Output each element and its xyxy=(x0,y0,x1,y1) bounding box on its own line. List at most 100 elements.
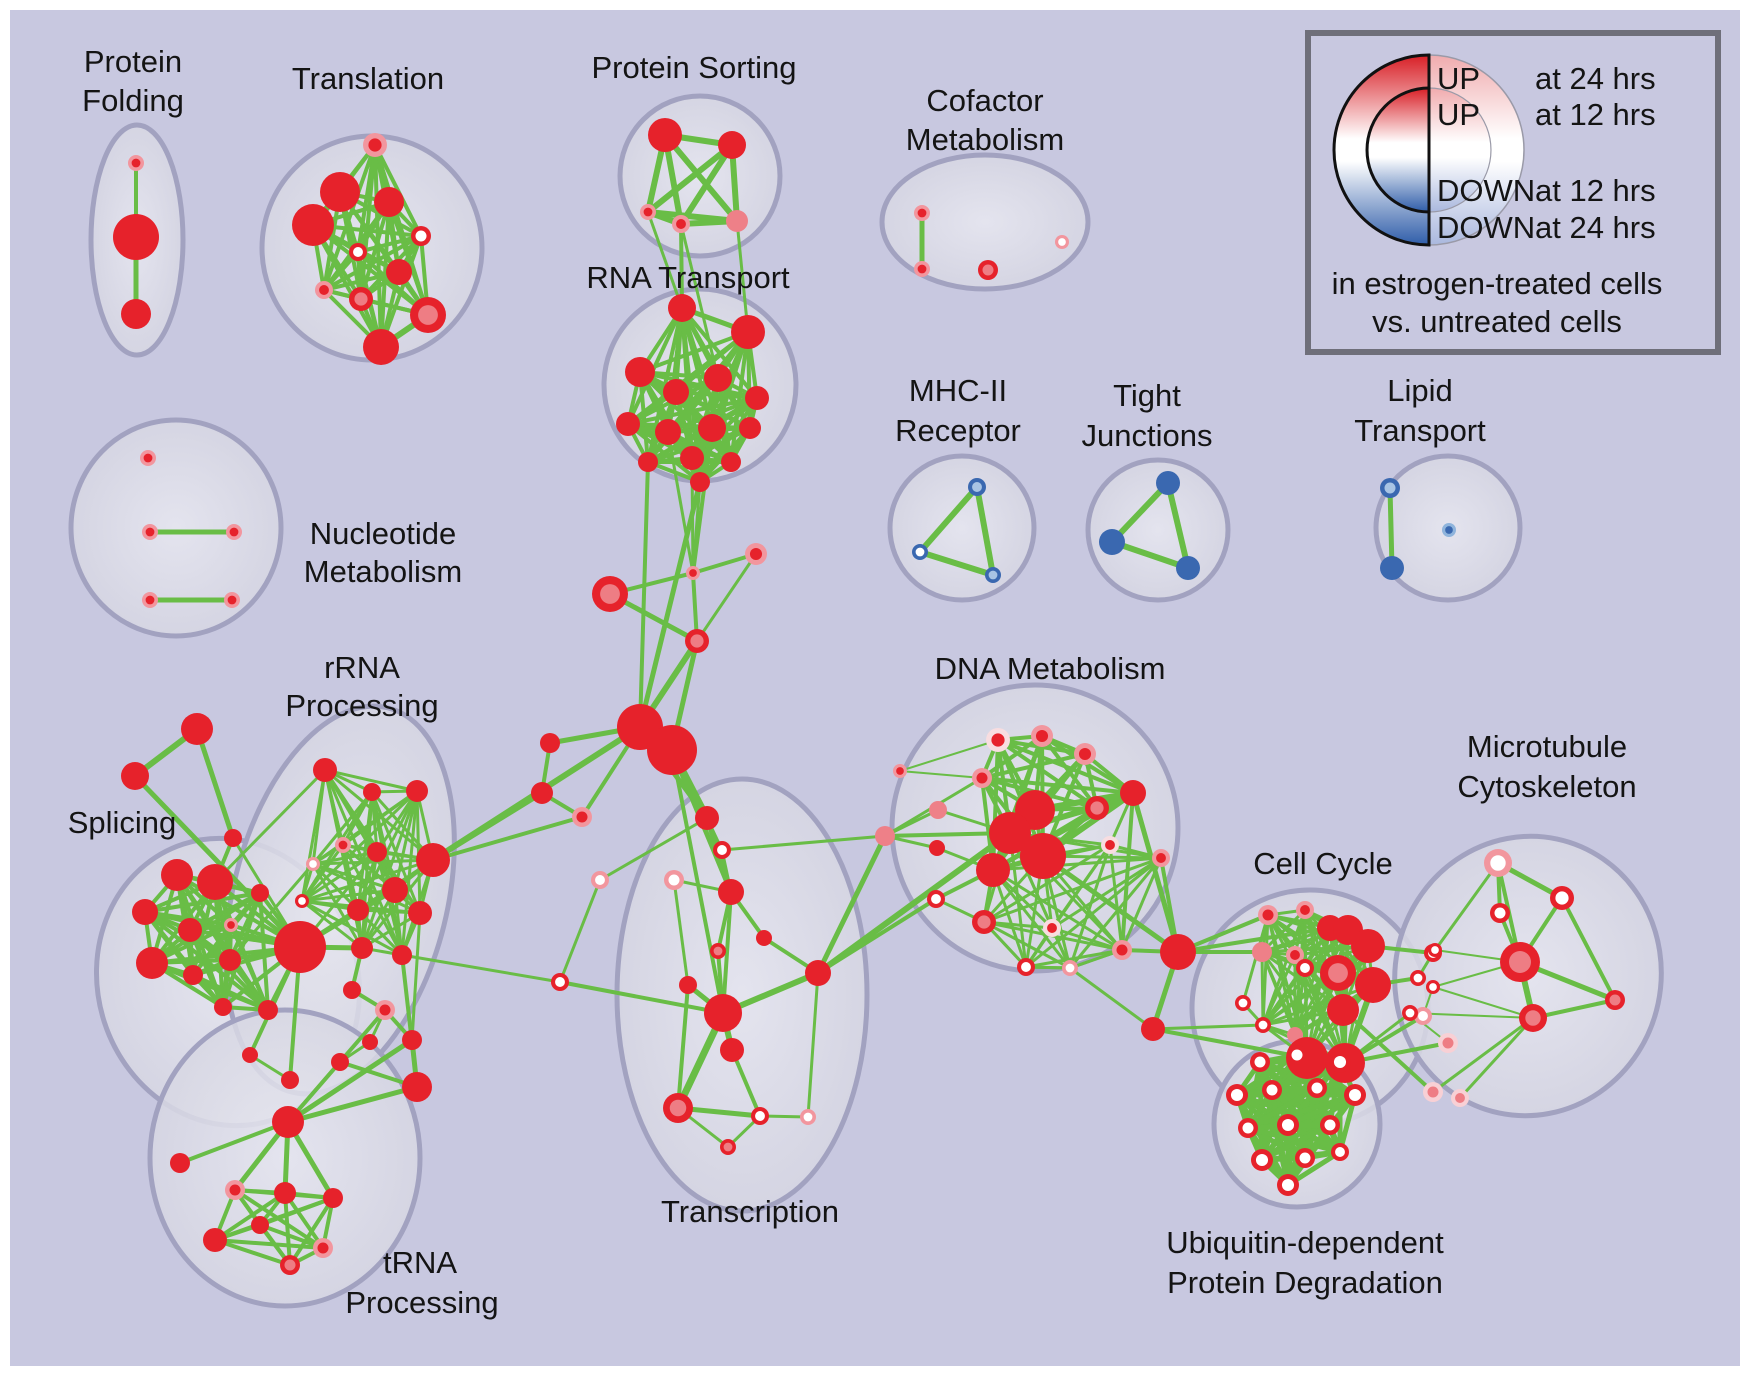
transcription-ellipse xyxy=(614,776,870,1214)
edge-ps2-ps4 xyxy=(678,142,735,227)
node-dm19-inner xyxy=(1116,944,1128,956)
node-dm16-inner xyxy=(1047,923,1057,933)
edge-dm17-dm14 xyxy=(1024,856,1163,969)
edge-dm19-dm6 xyxy=(1120,791,1135,952)
node-sp9-outer xyxy=(214,998,232,1016)
node-pf3-outer xyxy=(121,299,151,329)
legend-time-3: at 12 hrs xyxy=(1535,173,1656,208)
node-ps4-inner xyxy=(676,219,686,229)
edge-rr2-rr12 xyxy=(360,790,374,950)
node-tc11-outer xyxy=(805,960,831,986)
node-tc16-inner xyxy=(723,1142,733,1152)
node-nm5-inner xyxy=(227,595,237,605)
node-mc3-inner xyxy=(1494,907,1506,919)
node-rr18-outer xyxy=(402,1072,432,1102)
edge-dm20-dm4 xyxy=(899,770,983,779)
node-cc4-inner xyxy=(1290,950,1300,960)
node-nm4-inner xyxy=(145,595,155,605)
edge-tc11-dm9 xyxy=(815,830,1013,976)
edge-dm2-dm4 xyxy=(980,734,1044,780)
edge-rr5-rr8 xyxy=(311,862,397,892)
edge-ps3-rt1 xyxy=(646,210,684,310)
ubiquitin-degradation-label-line1: Ubiquitin-dependent xyxy=(1166,1225,1444,1260)
node-ub3-inner xyxy=(1333,1055,1347,1069)
edge-tj1-tj3 xyxy=(1165,480,1191,571)
node-tn4-outer xyxy=(274,1182,296,1204)
edge-rr5-rr6 xyxy=(311,850,379,866)
edge-tc6-tc10 xyxy=(558,980,725,1015)
node-tn2-outer xyxy=(170,1153,190,1173)
edge-tn4-tn6 xyxy=(213,1191,287,1242)
edge-rr6-rr13 xyxy=(375,850,404,957)
edge-dm18-dm14 xyxy=(1068,856,1163,970)
legend-inner-right-half xyxy=(1428,87,1492,213)
edge-mc5-mc10 xyxy=(1458,1016,1535,1100)
node-rr9-outer xyxy=(347,899,369,921)
edge-lt1-lt2 xyxy=(1387,485,1395,571)
node-ub13-inner xyxy=(1335,1147,1345,1157)
node-cm4-inner xyxy=(1058,238,1066,246)
edge-tn4-tn9 xyxy=(283,1191,292,1267)
node-sp6-outer xyxy=(136,947,168,979)
node-rt2-outer xyxy=(731,315,765,349)
edge-rr11-rr13 xyxy=(300,899,404,957)
node-dm7-inner xyxy=(1090,801,1104,815)
cofactor-metabolism-label-line1: Cofactor xyxy=(926,83,1043,118)
edge-sp9-sp11 xyxy=(221,891,262,1009)
edge-mh1-mh2 xyxy=(917,484,980,555)
node-rt14-outer xyxy=(690,472,710,492)
edge-tn1-tn2 xyxy=(178,1120,290,1165)
node-rt16-inner xyxy=(749,547,763,561)
legend-box xyxy=(1305,30,1721,355)
node-hx4-outer xyxy=(531,782,553,804)
edge-dm15-dm13 xyxy=(982,843,1112,924)
edge-ps4-rt5 xyxy=(679,222,720,380)
node-rt15-inner xyxy=(689,569,697,577)
node-tc8-inner xyxy=(713,946,723,956)
node-cc8-inner xyxy=(1328,963,1348,983)
edge-rt8-rt15 xyxy=(666,430,695,575)
tight-junctions-label-line1: Tight xyxy=(1113,378,1181,413)
node-cm1-inner xyxy=(917,208,927,218)
edge-tn4-tn8 xyxy=(283,1191,325,1250)
node-tn7-outer xyxy=(251,1216,269,1234)
node-mc4-inner xyxy=(1509,951,1531,973)
node-ub8-inner xyxy=(1242,1122,1254,1134)
node-rt9-outer xyxy=(698,414,726,442)
protein-folding-label-line1: Protein xyxy=(84,44,182,79)
node-sp3-outer xyxy=(132,899,158,925)
node-rt17-inner xyxy=(600,584,620,604)
legend-time-4: at 24 hrs xyxy=(1535,210,1656,245)
node-rt1-outer xyxy=(668,294,696,322)
node-rr15-inner xyxy=(379,1004,391,1016)
edge-rr3-rr11 xyxy=(300,789,419,903)
edge-rr1-rr3 xyxy=(323,768,419,793)
node-cc2-inner xyxy=(1300,905,1310,915)
edge-dm15-dm14 xyxy=(982,856,1163,924)
translation-label-line1: Translation xyxy=(292,61,444,96)
node-tc13-inner xyxy=(669,1099,687,1117)
edge-dm3-dm4 xyxy=(980,752,1087,780)
node-tl8-inner xyxy=(319,285,329,295)
node-mh1-inner xyxy=(972,482,982,492)
edge-tn1-rr16 xyxy=(285,1037,415,1125)
node-mc6-inner xyxy=(1609,994,1621,1006)
node-cm3-inner xyxy=(982,264,994,276)
edge-dm18-cc0b xyxy=(1068,966,1155,1031)
node-sp1-outer xyxy=(161,859,193,891)
node-tc4-outer xyxy=(718,879,744,905)
nucleotide-metabolism-label-line2: Metabolism xyxy=(304,554,463,589)
node-dm6-outer xyxy=(1120,780,1146,806)
edge-ps4-rt1 xyxy=(679,222,684,310)
node-tc10-outer xyxy=(704,994,742,1032)
edge-mc8-mc5 xyxy=(1432,986,1534,1019)
node-rr13-outer xyxy=(392,945,412,965)
node-mh3-inner xyxy=(988,570,998,580)
ubiquitin-degradation-label-line2: Protein Degradation xyxy=(1167,1265,1443,1300)
lipid-transport-label-line2: Transport xyxy=(1354,413,1486,448)
edge-rt16-rt18 xyxy=(695,552,758,643)
edge-tc5-tc1 xyxy=(598,816,709,882)
node-tl10-inner xyxy=(418,305,438,325)
edge-sp11-sp12 xyxy=(258,891,270,1012)
